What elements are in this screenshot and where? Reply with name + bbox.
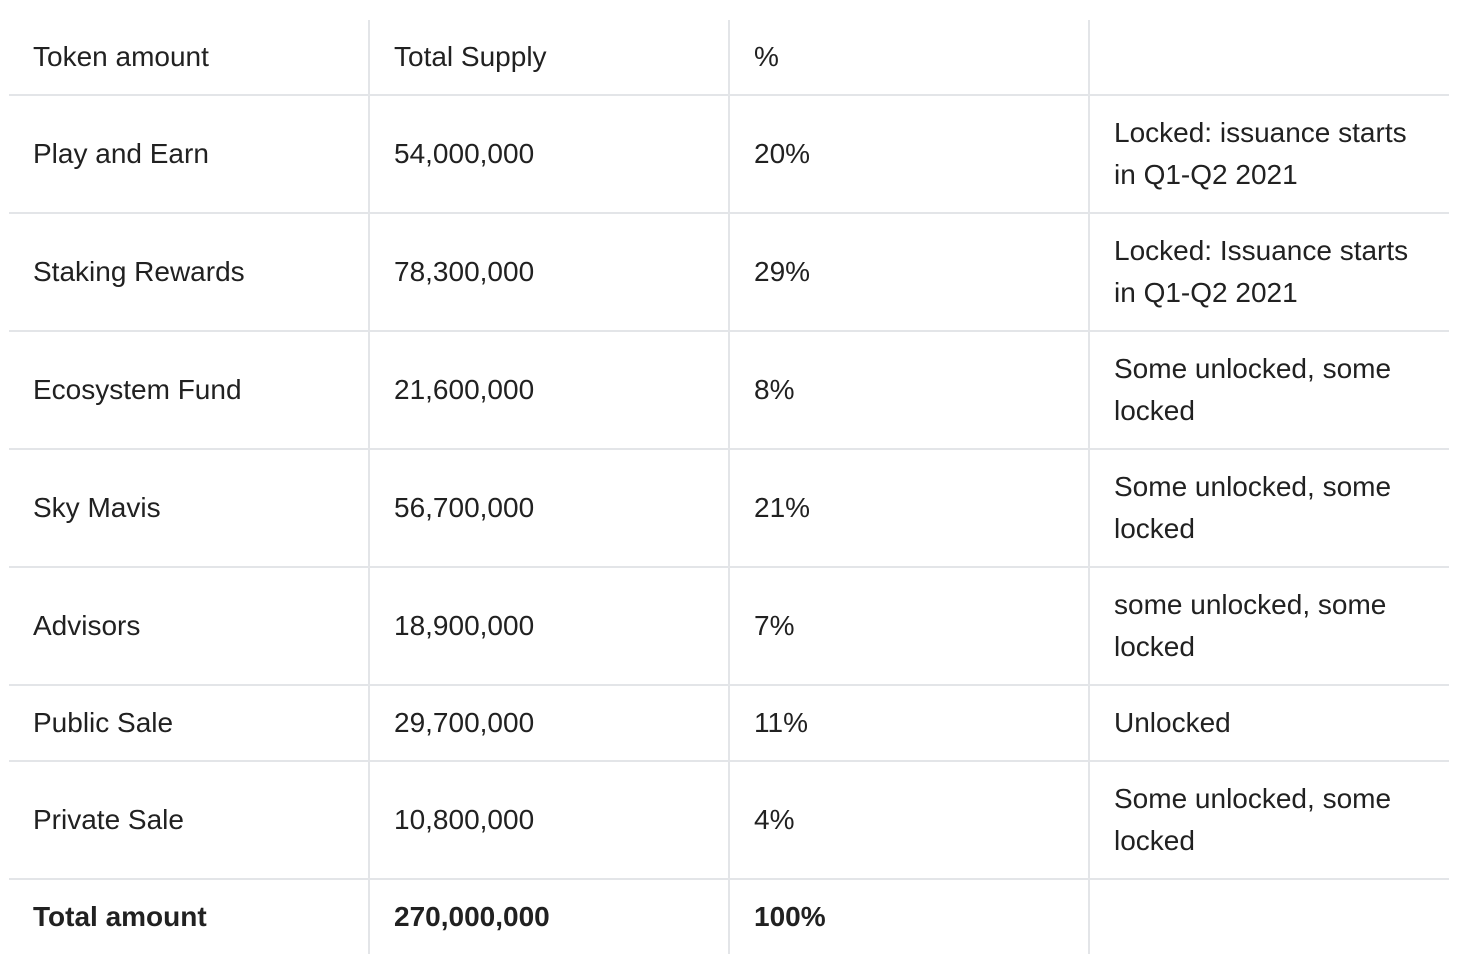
row-name: Ecosystem Fund: [9, 331, 369, 450]
row-name: Private Sale: [9, 761, 369, 880]
row-name: Public Sale: [9, 685, 369, 762]
total-supply: 270,000,000: [368, 879, 729, 954]
row-supply: 21,600,000: [368, 331, 729, 450]
row-status: Some unlocked, some locked: [1088, 761, 1449, 880]
row-percent: 4%: [728, 761, 1089, 880]
row-name: Play and Earn: [9, 95, 369, 214]
total-status: [1088, 879, 1449, 954]
token-allocation-table-container: Token amount Total Supply % Play and Ear…: [9, 20, 1449, 954]
header-total-supply: Total Supply: [368, 20, 729, 96]
table-header-row: Token amount Total Supply %: [9, 20, 1449, 96]
row-supply: 10,800,000: [368, 761, 729, 880]
row-status: Locked: Issuance starts in Q1-Q2 2021: [1088, 213, 1449, 332]
row-name: Advisors: [9, 567, 369, 686]
row-supply: 18,900,000: [368, 567, 729, 686]
row-supply: 54,000,000: [368, 95, 729, 214]
row-status: Unlocked: [1088, 685, 1449, 762]
header-status: [1088, 20, 1449, 96]
row-supply: 78,300,000: [368, 213, 729, 332]
token-allocation-table: Token amount Total Supply % Play and Ear…: [9, 20, 1449, 954]
row-name: Staking Rewards: [9, 213, 369, 332]
table-row: Staking Rewards 78,300,000 29% Locked: I…: [9, 213, 1449, 332]
row-supply: 29,700,000: [368, 685, 729, 762]
row-percent: 21%: [728, 449, 1089, 568]
header-token-amount: Token amount: [9, 20, 369, 96]
row-percent: 8%: [728, 331, 1089, 450]
row-percent: 11%: [728, 685, 1089, 762]
row-percent: 20%: [728, 95, 1089, 214]
total-name: Total amount: [33, 901, 207, 932]
row-status: some unlocked, some locked: [1088, 567, 1449, 686]
table-row: Private Sale 10,800,000 4% Some unlocked…: [9, 761, 1449, 880]
table-row: Advisors 18,900,000 7% some unlocked, so…: [9, 567, 1449, 686]
row-status: Locked: issuance starts in Q1-Q2 2021: [1088, 95, 1449, 214]
row-status: Some unlocked, some locked: [1088, 449, 1449, 568]
row-status: Some unlocked, some locked: [1088, 331, 1449, 450]
row-name: Sky Mavis: [9, 449, 369, 568]
table-row: Public Sale 29,700,000 11% Unlocked: [9, 685, 1449, 762]
table-total-row: Total amount 270,000,000 100%: [9, 879, 1449, 954]
row-percent: 29%: [728, 213, 1089, 332]
table-row: Play and Earn 54,000,000 20% Locked: iss…: [9, 95, 1449, 214]
table-row: Ecosystem Fund 21,600,000 8% Some unlock…: [9, 331, 1449, 450]
total-percent: 100%: [728, 879, 1089, 954]
row-percent: 7%: [728, 567, 1089, 686]
row-supply: 56,700,000: [368, 449, 729, 568]
header-percent: %: [728, 20, 1089, 96]
table-row: Sky Mavis 56,700,000 21% Some unlocked, …: [9, 449, 1449, 568]
